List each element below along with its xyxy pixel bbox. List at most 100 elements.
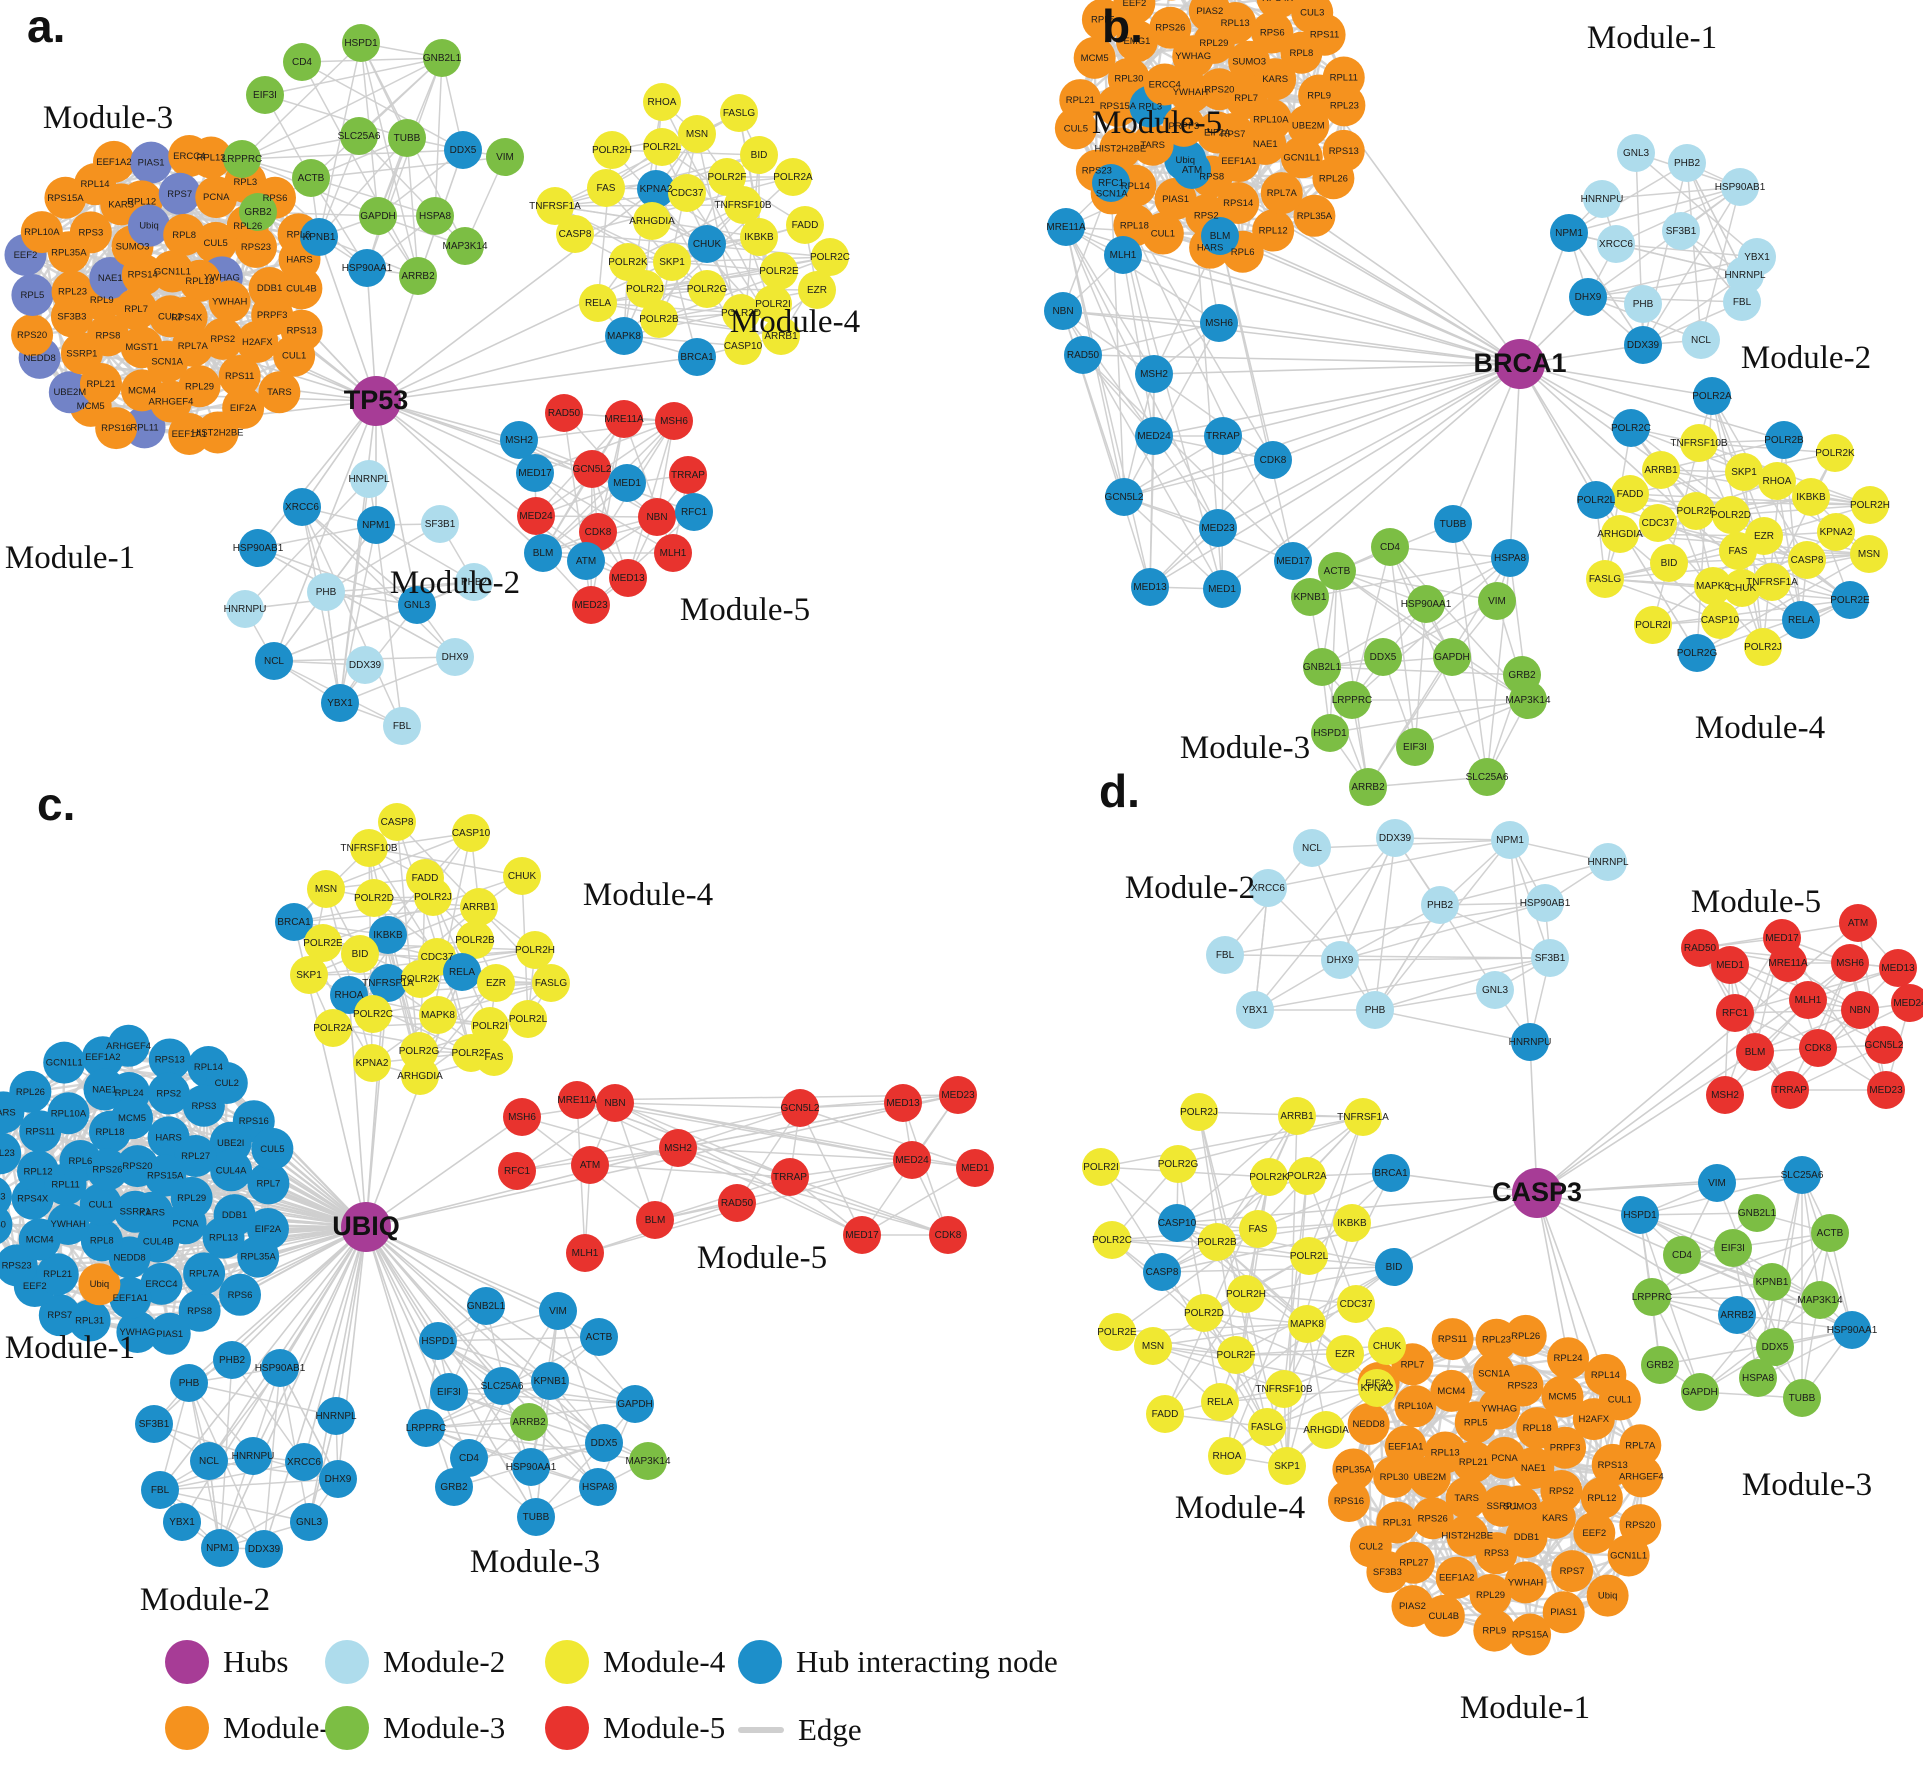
node-label: RPS13 (155, 1054, 185, 1065)
network-node (86, 314, 129, 357)
network-node (1701, 601, 1739, 639)
network-node (407, 1409, 445, 1447)
node-label: PHB2 (219, 1355, 246, 1366)
module-label: Module-5 (1092, 105, 1222, 141)
network-node (79, 363, 122, 406)
node-label: GCN1L1 (1610, 1550, 1647, 1561)
node-label: MED17 (1276, 556, 1310, 567)
node-label: TRRAP (773, 1172, 807, 1183)
node-label: POLR2H (515, 945, 555, 956)
network-node (1551, 1550, 1594, 1593)
node-label: RPL3 (233, 177, 257, 188)
text-layer: ARHGEF4 RPS20 GCN1L1 Ubiq PIAS1 RPS15A RPL9 CUL… (1083, 765, 1923, 1726)
edge (325, 581, 475, 593)
node-label: RPS13 (287, 326, 317, 337)
edge (1587, 186, 1741, 298)
node-label: RPS26 (1155, 23, 1185, 34)
edge (1414, 699, 1529, 748)
node-label: H2AFX (242, 337, 273, 348)
node-label: GCN1L1 (46, 1058, 83, 1069)
node-label: HSP90AA1 (506, 1462, 557, 1473)
node-label: RPL8 (172, 230, 196, 241)
network-node (724, 186, 762, 224)
node-label: MSN (686, 129, 708, 140)
network-node (218, 355, 261, 398)
node-label: POLR2F (452, 1048, 491, 1059)
network-node (893, 1141, 931, 1179)
network-node (115, 288, 158, 331)
network-node (580, 1318, 618, 1356)
node-label: RPS23 (2, 1260, 32, 1271)
network-node (1364, 638, 1402, 676)
node-label: TARS (267, 387, 292, 398)
network-node (1663, 1236, 1701, 1274)
network-node (637, 170, 675, 208)
network-node (1344, 1098, 1382, 1136)
node-label: PHB (1365, 1005, 1386, 1016)
node-label: MAPK8 (1696, 581, 1730, 592)
node-label: KPNA2 (1820, 527, 1853, 538)
node-label: RPS14 (128, 270, 158, 281)
node-label: MSH6 (1836, 958, 1864, 969)
node-label: RAD50 (721, 1198, 754, 1209)
node-label: MED23 (574, 600, 608, 611)
edge (1374, 839, 1511, 1011)
edge (799, 1107, 976, 1169)
network-node (1621, 1196, 1659, 1234)
node-label: CDK8 (935, 1230, 962, 1241)
network-node (1249, 869, 1287, 907)
network-node (1511, 1023, 1549, 1061)
network-node (1831, 581, 1869, 619)
network-node (350, 460, 388, 498)
node-label: EEF1A2 (1439, 1573, 1474, 1584)
node-label: EZR (807, 285, 827, 296)
network-node (450, 1439, 488, 1477)
network-node (147, 1072, 190, 1115)
network-node (1307, 1411, 1345, 1449)
network-node (163, 1503, 201, 1541)
node-label: MSH2 (1711, 1090, 1739, 1101)
node-label: RPL10A (1398, 1401, 1434, 1412)
panel-b: RPL23RPS13RPL26RPL35ARPL12RPL6HARSCUL1RP… (1044, 0, 1890, 806)
node-label: RPL10A (24, 227, 60, 238)
network-node (579, 284, 617, 322)
node-label: CD4 (1380, 542, 1400, 553)
node-label: YWHAH (1173, 87, 1209, 98)
edge (257, 524, 377, 549)
node-label: RPL9 (90, 295, 114, 306)
node-label: CASP8 (1791, 555, 1824, 566)
edge (677, 1107, 801, 1149)
edge (549, 1380, 599, 1488)
network-node (1491, 539, 1529, 577)
network-node (148, 1038, 191, 1081)
network-node (201, 317, 244, 360)
node-label: EEF2 (14, 250, 38, 261)
edge (1110, 182, 1125, 498)
network-node (1303, 648, 1341, 686)
node-label: RPS15A (1512, 1630, 1549, 1641)
edge (219, 1478, 339, 1549)
edge (1283, 1175, 1308, 1390)
node-label: RPL14 (1591, 1370, 1620, 1381)
edge (1776, 480, 1802, 621)
edge (1394, 837, 1531, 1043)
network-node (1633, 1278, 1671, 1316)
node-label: SUMO3 (1232, 57, 1266, 68)
node-label: BID (1661, 558, 1678, 569)
network-node (654, 534, 692, 572)
node-label: FBL (1216, 950, 1235, 961)
node-label: POLR2I (1083, 1162, 1119, 1173)
node-label: CUL4B (143, 1237, 174, 1248)
node-label: MED23 (941, 1090, 975, 1101)
network-node (120, 326, 163, 369)
node-label: MCM4 (26, 1234, 54, 1245)
node-label: BLM (1210, 231, 1231, 242)
network-node (258, 371, 301, 414)
edge (1699, 1232, 1831, 1393)
edge (301, 61, 464, 151)
node-label: CUL1 (282, 351, 306, 362)
network-node (956, 1149, 994, 1187)
network-node (178, 259, 221, 302)
network-node (355, 879, 393, 917)
network-node (135, 1405, 173, 1443)
